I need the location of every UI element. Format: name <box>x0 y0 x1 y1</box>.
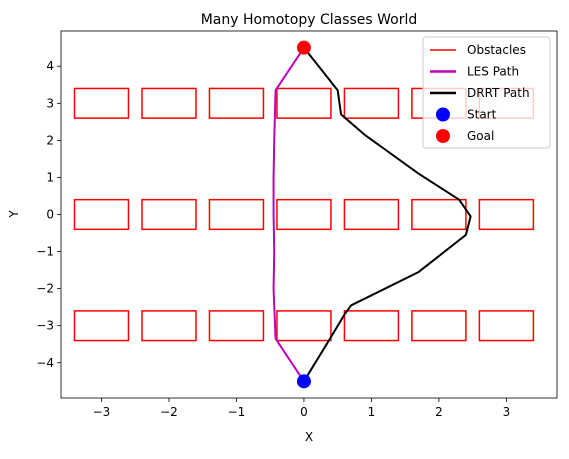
x-tick-label: 2 <box>435 405 443 419</box>
y-axis-label: Y <box>7 210 21 219</box>
x-tick-label: 1 <box>368 405 376 419</box>
obstacle-rect-14 <box>73 310 130 342</box>
obstacle-rect-13 <box>478 198 535 231</box>
x-tick-label: −2 <box>160 405 178 419</box>
legend-swatch <box>436 107 450 122</box>
y-tick-label: 3 <box>46 96 54 110</box>
obstacle-rect-0 <box>73 87 130 119</box>
obstacle-rect-18 <box>343 310 400 342</box>
obstacle-rect-2 <box>208 87 265 119</box>
legend: Obstacles LES Path DRRT Path Start Goal <box>422 36 551 149</box>
obstacle-rect-3 <box>276 87 332 119</box>
y-tick-label: 4 <box>46 59 54 73</box>
goal-marker <box>296 40 311 55</box>
obstacle-rect-20 <box>478 310 535 342</box>
legend-box <box>422 36 551 149</box>
start-marker <box>296 374 311 389</box>
x-axis-label: X <box>305 430 313 444</box>
x-tick-label: −1 <box>228 405 246 419</box>
y-tick-label: 2 <box>46 133 54 147</box>
obstacle-rect-16 <box>208 310 265 342</box>
obstacle-rect-4 <box>343 87 400 119</box>
obstacle-rect-11 <box>343 198 400 231</box>
legend-swatch <box>436 129 450 143</box>
chart-title: Many Homotopy Classes World <box>201 12 418 28</box>
y-tick-label: 1 <box>46 170 54 184</box>
obstacle-rect-7 <box>73 198 130 231</box>
y-axis-ticks: −4 −3 −2 −1 0 1 2 3 4 <box>36 59 61 370</box>
y-tick-label: 0 <box>46 208 54 222</box>
series-layer <box>272 47 472 382</box>
obstacle-rect-17 <box>276 310 332 342</box>
legend-label: Goal <box>467 129 494 143</box>
legend-label: LES Path <box>467 65 519 79</box>
x-tick-label: 0 <box>300 405 308 419</box>
obstacle-rect-1 <box>141 87 197 119</box>
y-tick-label: −1 <box>36 245 54 259</box>
drrt-path-line <box>303 47 472 382</box>
y-tick-label: −4 <box>36 356 54 370</box>
x-axis-ticks: −3 −2 −1 0 1 2 3 <box>93 398 511 419</box>
x-tick-label: −3 <box>93 405 111 419</box>
y-tick-label: −3 <box>36 319 54 333</box>
legend-label: Start <box>467 108 497 122</box>
obstacle-rect-9 <box>208 198 265 231</box>
points-layer <box>296 40 311 389</box>
y-tick-label: −2 <box>36 282 54 296</box>
obstacle-rect-12 <box>411 198 467 231</box>
obstacle-rect-15 <box>141 310 197 342</box>
legend-label: DRRT Path <box>467 86 530 100</box>
obstacle-rect-10 <box>276 198 332 231</box>
legend-label: Obstacles <box>467 43 526 57</box>
les-path-line <box>272 47 305 382</box>
obstacle-rect-8 <box>141 198 197 231</box>
x-tick-label: 3 <box>503 405 511 419</box>
obstacle-rect-19 <box>411 310 467 342</box>
